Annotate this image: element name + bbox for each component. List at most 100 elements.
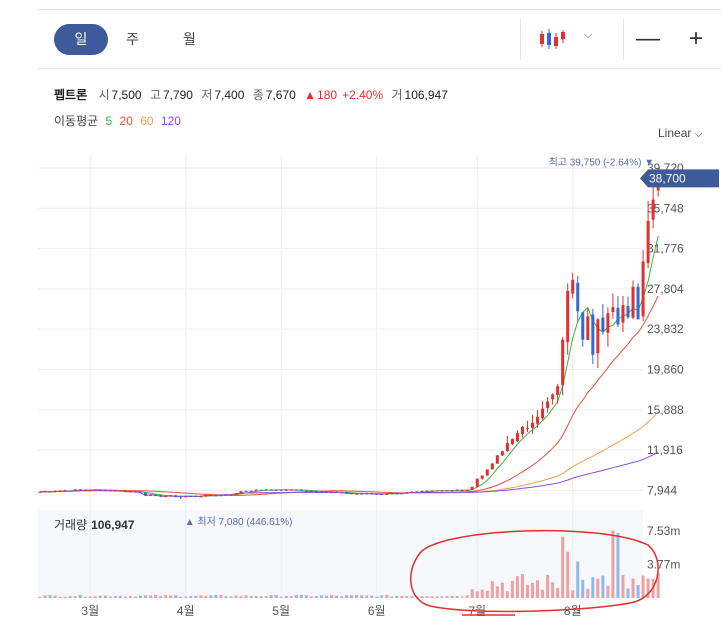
candle (199, 495, 203, 498)
candle (651, 185, 655, 229)
candle-body (103, 490, 107, 492)
volume-bar (128, 595, 132, 598)
candle (139, 491, 143, 493)
candle (219, 494, 223, 497)
volume-bar (430, 596, 434, 598)
candle (601, 304, 605, 335)
volume-bar (566, 551, 570, 598)
volume-bar (214, 594, 218, 598)
volume-bar (465, 595, 469, 598)
volume-bar (189, 596, 193, 598)
scale-label: Linear (658, 126, 692, 140)
candle (546, 397, 550, 413)
candle-body (189, 496, 193, 498)
change-value: 180 (317, 88, 338, 102)
candle (83, 489, 87, 491)
candle (360, 493, 364, 495)
candle (133, 490, 137, 493)
candle (420, 490, 424, 493)
candle-body (244, 490, 248, 492)
y-tick-label: 27,804 (647, 282, 684, 296)
volume-bar (294, 595, 298, 598)
candle (500, 450, 504, 456)
candle-body (395, 493, 399, 495)
x-tick-label: 4월 (177, 604, 195, 618)
candle (179, 495, 183, 500)
volume-bar (591, 577, 595, 598)
scale-dropdown[interactable]: Linear ⌵ (658, 126, 702, 140)
zoom-in-button[interactable]: + (688, 25, 703, 52)
x-tick-label: 5월 (272, 604, 290, 618)
candle (561, 336, 565, 396)
tab-monthly[interactable]: 월 (183, 31, 196, 47)
candle-body (380, 493, 384, 495)
volume-bar (360, 595, 364, 598)
volume-bar (601, 575, 605, 598)
candle-body (485, 469, 489, 476)
candle-body (420, 491, 424, 493)
volume-bar (606, 585, 610, 598)
candle-body (435, 490, 439, 492)
zoom-out-button[interactable]: — (636, 25, 660, 52)
volume-bar (370, 595, 374, 598)
candle (269, 489, 273, 491)
candle (274, 489, 278, 491)
volume-bar (174, 595, 178, 598)
candle (505, 435, 509, 452)
candle (646, 201, 650, 269)
candle (164, 495, 168, 498)
volume-bar (495, 586, 499, 598)
volume-bar (350, 595, 354, 598)
volume-bar (204, 595, 208, 598)
candle (294, 489, 298, 491)
candle-body (154, 495, 158, 497)
candle (641, 249, 645, 322)
candle (108, 489, 112, 492)
volume-bar (510, 580, 514, 598)
candle-body (631, 286, 635, 318)
volume-tick-label: 3.77m (647, 557, 680, 571)
volume-bar (103, 595, 107, 598)
price-plot-area (38, 155, 643, 505)
ma5-legend: 5 (105, 114, 113, 128)
volume-bar (299, 594, 303, 598)
candle-body (98, 489, 102, 491)
volume-bar (269, 595, 273, 598)
candle (118, 490, 122, 492)
candle-body (133, 491, 137, 493)
volume-value: 106,947 (404, 88, 448, 102)
candle (78, 489, 82, 491)
candle-body (279, 489, 283, 491)
candle-body (224, 494, 228, 496)
candle (174, 494, 178, 498)
volume-bar (259, 596, 263, 598)
volume-bar (500, 582, 504, 598)
volume-bar (113, 596, 117, 598)
volume-bar (48, 595, 52, 598)
tab-daily[interactable]: 일 (54, 24, 108, 55)
tab-weekly[interactable]: 주 (126, 31, 139, 47)
candle (465, 489, 469, 491)
candle (525, 420, 529, 432)
volume-bar (380, 595, 384, 598)
candle (154, 494, 158, 497)
ma20-legend: 20 (119, 114, 133, 128)
candle (229, 494, 233, 496)
candle-body (149, 494, 153, 496)
chart-toolbar: 일 주 월 ⌵ — + (38, 9, 721, 69)
volume-bar (254, 595, 258, 598)
volume-bar (561, 536, 565, 598)
volume-bar (405, 595, 409, 598)
volume-bar (314, 596, 318, 598)
candlestick-icon[interactable] (538, 27, 566, 51)
volume-bar (179, 596, 183, 598)
volume-bar (596, 578, 600, 598)
candle (289, 489, 293, 491)
moving-average-legend[interactable]: 이동평균 5 20 60 120 (54, 112, 181, 129)
candle-body (48, 491, 52, 493)
chevron-down-icon[interactable]: ⌵ (584, 29, 593, 41)
volume-bar (455, 596, 459, 598)
candle-body (304, 490, 308, 492)
candle-body (159, 495, 163, 497)
